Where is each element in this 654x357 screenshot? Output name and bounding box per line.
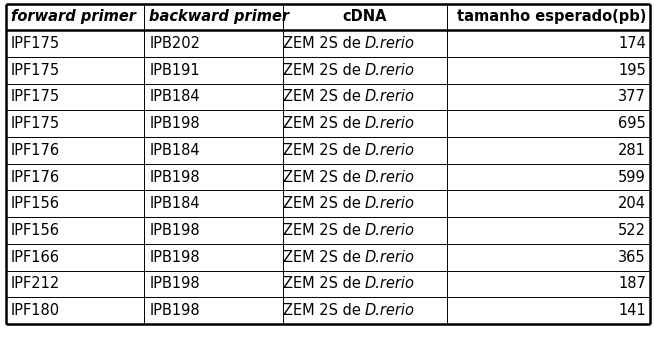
Text: D.rerio: D.rerio <box>365 63 415 78</box>
Text: backward primer: backward primer <box>150 9 290 24</box>
Text: IPF176: IPF176 <box>11 170 60 185</box>
Text: forward primer: forward primer <box>11 9 136 24</box>
Text: IPB198: IPB198 <box>150 170 200 185</box>
Text: IPB198: IPB198 <box>150 250 200 265</box>
Text: ZEM 2S de: ZEM 2S de <box>283 63 365 78</box>
Text: ZEM 2S de: ZEM 2S de <box>283 276 365 291</box>
Text: IPF166: IPF166 <box>11 250 60 265</box>
Text: ZEM 2S de: ZEM 2S de <box>283 116 365 131</box>
Text: ZEM 2S de: ZEM 2S de <box>283 223 365 238</box>
Text: ZEM 2S de: ZEM 2S de <box>283 196 365 211</box>
Text: D.rerio: D.rerio <box>365 36 415 51</box>
Text: ZEM 2S de: ZEM 2S de <box>283 143 365 158</box>
Text: IPF175: IPF175 <box>11 90 60 105</box>
Text: 204: 204 <box>618 196 646 211</box>
Text: ZEM 2S de: ZEM 2S de <box>283 170 365 185</box>
Text: IPB198: IPB198 <box>150 116 200 131</box>
Text: IPB184: IPB184 <box>150 196 200 211</box>
Text: IPB198: IPB198 <box>150 303 200 318</box>
Text: IPF175: IPF175 <box>11 36 60 51</box>
Text: IPF156: IPF156 <box>11 223 60 238</box>
Text: IPB198: IPB198 <box>150 223 200 238</box>
Text: IPB198: IPB198 <box>150 276 200 291</box>
Text: D.rerio: D.rerio <box>365 303 415 318</box>
Text: 695: 695 <box>618 116 646 131</box>
Text: 365: 365 <box>619 250 646 265</box>
Text: ZEM 2S de: ZEM 2S de <box>283 303 365 318</box>
Text: ZEM 2S de: ZEM 2S de <box>283 36 365 51</box>
Text: D.rerio: D.rerio <box>365 276 415 291</box>
Text: 522: 522 <box>618 223 646 238</box>
Text: D.rerio: D.rerio <box>365 90 415 105</box>
Text: cDNA: cDNA <box>343 9 387 24</box>
Text: IPB191: IPB191 <box>150 63 200 78</box>
Text: IPF175: IPF175 <box>11 116 60 131</box>
Text: D.rerio: D.rerio <box>365 143 415 158</box>
Text: IPB202: IPB202 <box>150 36 201 51</box>
Text: D.rerio: D.rerio <box>365 116 415 131</box>
Text: D.rerio: D.rerio <box>365 196 415 211</box>
Text: 187: 187 <box>618 276 646 291</box>
Text: IPF175: IPF175 <box>11 63 60 78</box>
Text: IPB184: IPB184 <box>150 90 200 105</box>
Text: IPF180: IPF180 <box>11 303 60 318</box>
Text: IPF176: IPF176 <box>11 143 60 158</box>
Text: tamanho esperado(pb): tamanho esperado(pb) <box>456 9 646 24</box>
Text: D.rerio: D.rerio <box>365 250 415 265</box>
Text: D.rerio: D.rerio <box>365 170 415 185</box>
Text: 281: 281 <box>618 143 646 158</box>
Text: ZEM 2S de: ZEM 2S de <box>283 90 365 105</box>
Text: D.rerio: D.rerio <box>365 223 415 238</box>
Text: IPF212: IPF212 <box>11 276 60 291</box>
Text: 599: 599 <box>618 170 646 185</box>
Text: 195: 195 <box>618 63 646 78</box>
Text: 141: 141 <box>618 303 646 318</box>
Text: ZEM 2S de: ZEM 2S de <box>283 250 365 265</box>
Text: 174: 174 <box>618 36 646 51</box>
Text: IPF156: IPF156 <box>11 196 60 211</box>
Text: IPB184: IPB184 <box>150 143 200 158</box>
Text: 377: 377 <box>618 90 646 105</box>
